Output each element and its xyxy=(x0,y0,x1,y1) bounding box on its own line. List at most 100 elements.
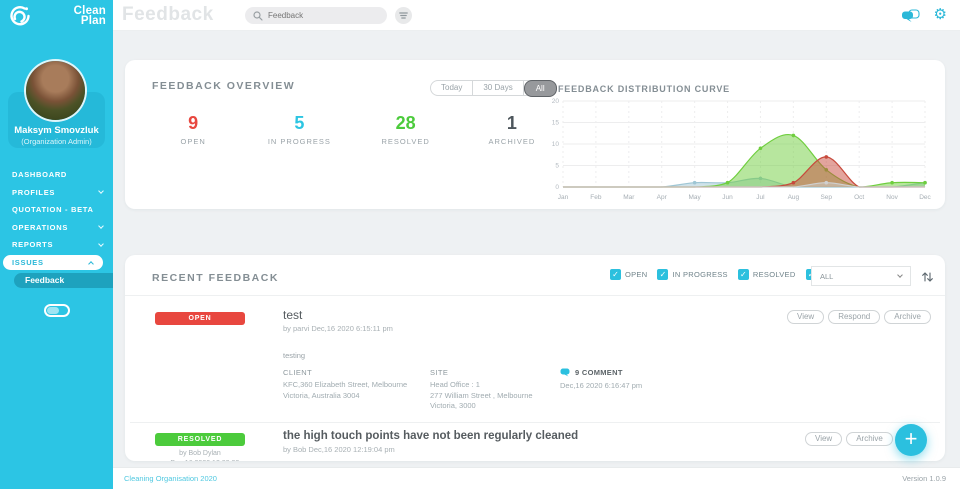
user-role: (Organization Admin) xyxy=(21,137,92,146)
search-bar[interactable] xyxy=(245,7,387,24)
feedback-overview-card: FEEDBACK OVERVIEW Today 30 Days All 9 OP… xyxy=(125,60,945,209)
settings-gear-icon[interactable]: ⚙ xyxy=(933,6,947,23)
feedback-title[interactable]: the high touch points have not been regu… xyxy=(283,430,579,442)
toggle-knob xyxy=(47,307,59,314)
open-filter-checkbox[interactable]: ✓ xyxy=(610,269,621,280)
status-badge: RESOLVED xyxy=(155,433,245,446)
svg-text:Feb: Feb xyxy=(590,194,602,201)
date-range-toggle: Today 30 Days All xyxy=(430,79,557,97)
stat-in-progress: 5 IN PROGRESS xyxy=(246,113,352,146)
chevron-up-icon xyxy=(88,260,94,267)
overview-stats: 9 OPEN 5 IN PROGRESS 28 RESOLVED 1 ARCHI… xyxy=(140,113,565,146)
footer-version: Version 1.0.9 xyxy=(902,474,946,483)
svg-text:May: May xyxy=(688,194,701,201)
stat-in-progress-value: 5 xyxy=(294,113,305,133)
recent-title: RECENT FEEDBACK xyxy=(152,272,279,284)
messages-button[interactable] xyxy=(901,9,920,29)
feedback-actions: View Respond Archive xyxy=(787,310,931,324)
sidebar-item-dashboard[interactable]: DASHBOARD xyxy=(12,170,68,180)
chevron-down-icon xyxy=(98,240,104,247)
view-button[interactable]: View xyxy=(805,432,843,446)
svg-text:5: 5 xyxy=(555,163,559,170)
stat-in-progress-label: IN PROGRESS xyxy=(267,137,331,146)
sidebar-item-reports[interactable]: REPORTS xyxy=(0,236,113,254)
sidebar: Clean Plan Maksym Smovzluk (Organization… xyxy=(0,0,113,489)
range-all-button[interactable]: All xyxy=(523,79,557,97)
stat-resolved-value: 28 xyxy=(395,113,416,133)
feedback-distribution-chart: 0 5 10 15 20 Jan Feb Mar Apr May Jun Jul Aug Sep Oct No… xyxy=(552,98,932,201)
sidebar-item-feedback[interactable]: Feedback xyxy=(14,272,113,288)
archive-button[interactable]: Archive xyxy=(884,310,931,324)
chevron-down-icon xyxy=(98,188,104,195)
page-footer: Cleaning Organisation 2020 Version 1.0.9 xyxy=(113,467,960,489)
archive-button[interactable]: Archive xyxy=(846,432,893,446)
add-feedback-fab[interactable]: + xyxy=(895,424,927,456)
logo: Clean Plan xyxy=(0,0,113,32)
in-progress-filter-checkbox[interactable]: ✓ xyxy=(657,269,669,280)
stat-resolved: 28 RESOLVED xyxy=(353,113,459,146)
chevron-down-icon xyxy=(98,223,104,230)
open-filter-label: OPEN xyxy=(625,270,648,279)
site-column: SITE Head Office : 1 277 William Street … xyxy=(430,368,533,410)
user-name: Maksym Smovzluk xyxy=(14,125,99,136)
stat-archived: 1 ARCHIVED xyxy=(459,113,565,146)
sidebar-menu: DASHBOARD PROFILES QUOTATION - BETA OPER… xyxy=(0,166,113,288)
svg-text:Jul: Jul xyxy=(756,194,765,201)
cleanplan-logo-icon xyxy=(10,5,30,25)
filter-lines-icon xyxy=(399,12,408,19)
sort-order-button[interactable] xyxy=(922,270,933,288)
comment-column: 9 COMMENT Dec,16 2020 6:16:47 pm xyxy=(560,368,642,390)
sort-dropdown-value: ALL xyxy=(820,271,834,281)
divider xyxy=(125,295,945,296)
in-progress-filter-label: IN PROGRESS xyxy=(672,270,728,279)
resolved-filter-checkbox[interactable]: ✓ xyxy=(737,269,749,280)
main-content: FEEDBACK OVERVIEW Today 30 Days All 9 OP… xyxy=(113,31,960,467)
chevron-down-icon xyxy=(897,272,903,278)
status-badge: OPEN xyxy=(155,312,245,325)
feedback-title[interactable]: test xyxy=(283,308,303,322)
footer-organisation: Cleaning Organisation 2020 xyxy=(124,474,217,483)
sidebar-item-operations[interactable]: OPERATIONS xyxy=(0,219,113,237)
search-input[interactable] xyxy=(268,11,378,20)
sidebar-item-quotation[interactable]: QUOTATION - BETA xyxy=(12,205,94,215)
sidebar-collapse-toggle[interactable] xyxy=(44,304,70,317)
site-label: SITE xyxy=(430,368,449,377)
sidebar-item-issues[interactable]: ISSUES xyxy=(3,254,103,270)
svg-text:Apr: Apr xyxy=(657,194,668,201)
svg-text:Mar: Mar xyxy=(623,194,635,201)
divider xyxy=(130,422,940,423)
logo-text: Clean Plan xyxy=(73,4,106,27)
sidebar-item-profiles[interactable]: PROFILES xyxy=(0,184,113,202)
resolved-by: by Bob Dylan on Dec,16 2020 12:22:32 pm xyxy=(161,450,240,461)
stat-archived-value: 1 xyxy=(506,113,517,133)
respond-button[interactable]: Respond xyxy=(828,310,881,324)
stat-open-label: OPEN xyxy=(180,137,206,146)
comment-bubble-icon xyxy=(560,368,570,377)
comment-date: Dec,16 2020 6:16:47 pm xyxy=(560,381,643,390)
svg-text:0: 0 xyxy=(555,184,559,191)
sort-dropdown[interactable]: ALL xyxy=(811,266,911,286)
comment-count[interactable]: 9 COMMENT xyxy=(575,368,623,377)
stat-open: 9 OPEN xyxy=(140,113,246,146)
view-button[interactable]: View xyxy=(787,310,825,324)
search-icon xyxy=(253,10,263,21)
svg-text:15: 15 xyxy=(552,120,560,127)
filter-button[interactable] xyxy=(395,7,412,24)
feedback-byline: by Bob Dec,16 2020 12:19:04 pm xyxy=(283,445,395,454)
range-today-button[interactable]: Today xyxy=(431,81,474,95)
svg-text:20: 20 xyxy=(552,98,560,105)
client-label: CLIENT xyxy=(283,368,313,377)
client-column: CLIENT KFC,360 Elizabeth Street, Melbour… xyxy=(283,368,408,400)
stat-open-value: 9 xyxy=(188,113,199,133)
stat-archived-label: ARCHIVED xyxy=(488,137,536,146)
svg-text:10: 10 xyxy=(552,141,560,148)
svg-text:Dec: Dec xyxy=(919,194,931,201)
range-30days-button[interactable]: 30 Days xyxy=(473,81,524,95)
resolved-filter-label: RESOLVED xyxy=(752,270,796,279)
sort-arrows-icon xyxy=(922,272,933,282)
svg-text:Nov: Nov xyxy=(886,194,898,201)
svg-text:Oct: Oct xyxy=(854,194,864,201)
feedback-description: testing xyxy=(283,351,306,360)
avatar[interactable] xyxy=(26,61,85,120)
feedback-byline: by parvi Dec,16 2020 6:15:11 pm xyxy=(283,324,393,333)
